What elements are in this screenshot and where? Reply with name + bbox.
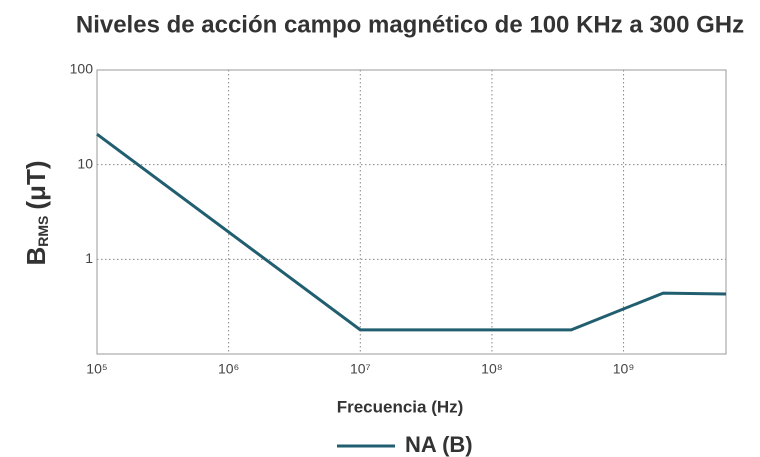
x-tick-label: 10⁶ bbox=[218, 361, 239, 377]
chart-title: Niveles de acción campo magnético de 100… bbox=[76, 11, 744, 38]
y-tick-label: 10 bbox=[77, 155, 93, 171]
x-axis-label: Frecuencia (Hz) bbox=[337, 397, 464, 416]
x-tick-label: 10⁸ bbox=[481, 361, 503, 377]
line-series bbox=[96, 132, 727, 332]
y-label-unit: (μT) bbox=[21, 160, 51, 209]
y-tick-label: 100 bbox=[70, 61, 94, 77]
x-tick-label: 10⁹ bbox=[613, 361, 635, 377]
legend-label: NA (B) bbox=[405, 432, 473, 457]
x-tick-label: 10⁵ bbox=[86, 361, 107, 377]
y-label-sub: RMS bbox=[35, 216, 51, 247]
y-tick-label: 1 bbox=[85, 250, 93, 266]
y-axis-label: BRMS (μT) bbox=[21, 160, 51, 265]
x-tick-label: 10⁷ bbox=[350, 361, 371, 377]
plot-frame bbox=[96, 69, 727, 355]
y-label-main: B bbox=[21, 247, 51, 266]
